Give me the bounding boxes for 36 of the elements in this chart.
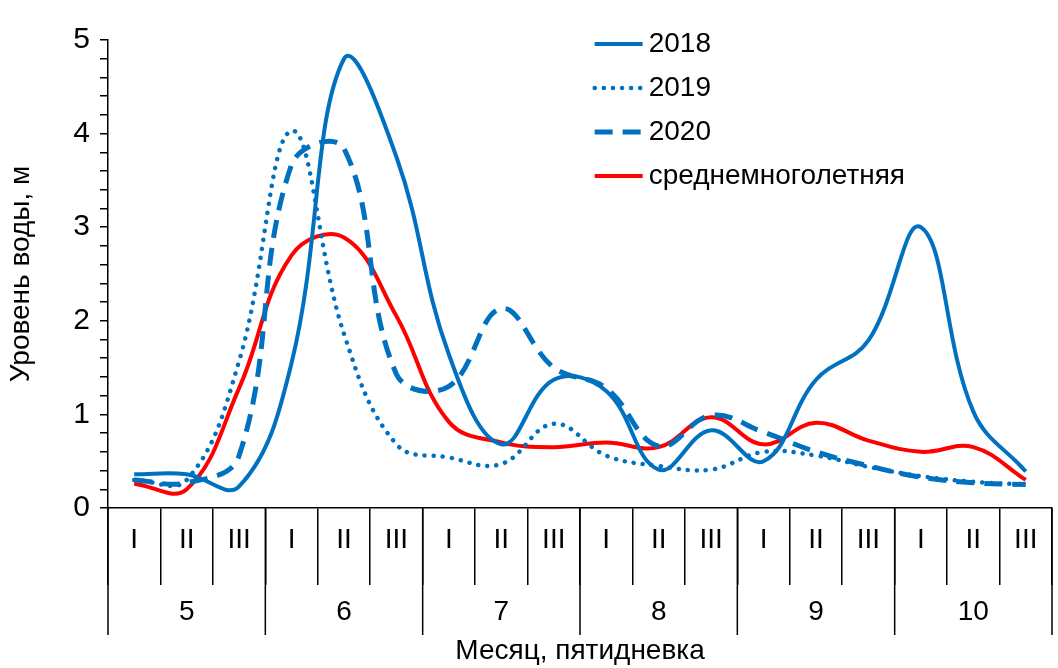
x-tick-label: III	[856, 522, 881, 554]
text: 8	[650, 594, 667, 626]
y-tick-label: 1	[73, 395, 90, 429]
x-tick-label: II	[808, 522, 824, 554]
x-tick-label: III	[1014, 522, 1038, 554]
x-tick-label: II	[178, 522, 195, 554]
x-tick-label: I	[445, 522, 453, 554]
legend-label: 2020	[648, 114, 711, 146]
legend-label: среднемноголетняя	[648, 158, 906, 190]
text: 10	[957, 594, 989, 626]
text: 5	[178, 594, 195, 626]
text: 6	[336, 594, 352, 626]
y-tick-label: 2	[73, 302, 90, 336]
x-tick-label: II	[336, 522, 352, 554]
x-tick-label: I	[759, 522, 768, 554]
x-tick-label: III	[227, 522, 251, 554]
legend-label: 2018	[648, 26, 711, 58]
y-tick-label: 0	[73, 489, 90, 523]
x-tick-label: III	[542, 522, 566, 554]
x-tick-label: II	[493, 522, 510, 554]
y-axis-title: Уровень воды, м	[3, 165, 35, 383]
x-tick-label: I	[130, 522, 139, 554]
x-tick-label: I	[602, 522, 611, 554]
y-tick-label: 4	[73, 114, 90, 148]
text: 7	[493, 594, 510, 626]
text: 9	[808, 594, 824, 626]
x-tick-label: II	[965, 522, 982, 554]
x-tick-label: III	[384, 522, 409, 554]
x-tick-label: I	[287, 522, 296, 554]
x-axis-title: Месяц, пятидневка	[455, 633, 706, 665]
x-tick-label: II	[650, 522, 667, 554]
x-tick-label: I	[917, 522, 925, 554]
legend-label: 2019	[648, 70, 711, 102]
x-tick-label: III	[699, 522, 723, 554]
y-tick-label: 5	[73, 21, 90, 55]
y-tick-label: 3	[73, 208, 90, 242]
